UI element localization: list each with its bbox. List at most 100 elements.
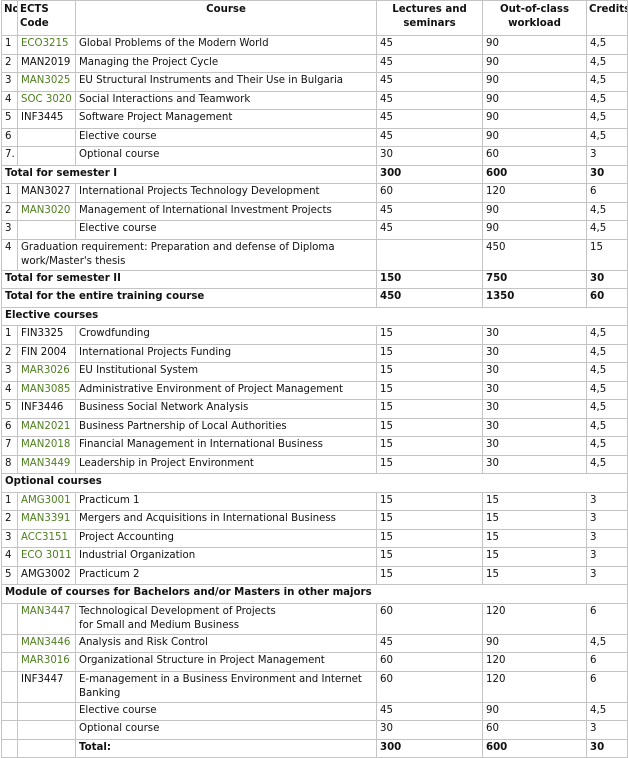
- table-cell: Elective course: [75, 220, 377, 240]
- table-cell: 3: [586, 528, 628, 548]
- table-cell: 90: [482, 220, 587, 240]
- table-cell: 30: [586, 269, 628, 289]
- table-cell: ACC3151: [17, 528, 76, 548]
- table-cell: 60: [376, 602, 483, 635]
- table-row: Total for semester I 300 600 30: [1, 164, 628, 184]
- table-row: 5 INF3446 Business Social Network Analysis…: [1, 399, 628, 419]
- table-cell: [17, 701, 76, 721]
- table-cell: Optional courses: [1, 473, 628, 493]
- table-cell: 120: [482, 183, 587, 203]
- table-cell: 30: [376, 146, 483, 166]
- table-cell: Optional course: [75, 720, 377, 740]
- table-cell: 4,5: [586, 436, 628, 456]
- table-cell: 15: [376, 510, 483, 530]
- table-cell: 15: [482, 547, 587, 567]
- table-cell: 7.: [1, 146, 18, 166]
- table-cell: 6: [586, 652, 628, 672]
- table-cell: International Projects Funding: [75, 343, 377, 363]
- table-cell: 15: [376, 325, 483, 345]
- table-cell: 3: [1, 220, 18, 240]
- table-cell: Business Partnership of Local Authoritie…: [75, 417, 377, 437]
- table-cell: 90: [482, 633, 587, 653]
- table-cell: Analysis and Risk Control: [75, 633, 377, 653]
- table-cell: 30: [482, 343, 587, 363]
- table-row: MAN3446 Analysis and Risk Control 45 90 4,5: [1, 633, 628, 653]
- table-row: 2 MAN3020 Management of International Inve…: [1, 201, 628, 221]
- table-row: 5 AMG3002 Practicum 2 15 15 3: [1, 565, 628, 585]
- table-row: 2 MAN2019 Managing the Project Cycle 45 90 4,…: [1, 53, 628, 73]
- table-cell: EU Structural Instruments and Their Use …: [75, 72, 377, 92]
- table-cell: 45: [376, 201, 483, 221]
- table-cell: Business Social Network Analysis: [75, 399, 377, 419]
- table-cell: 4,5: [586, 417, 628, 437]
- table-body: 1 ECO3215 Global Problems of the Modern Wo…: [1, 35, 628, 758]
- table-cell: Crowdfunding: [75, 325, 377, 345]
- table-cell: 90: [482, 90, 587, 110]
- table-row: 7 MAN2018 Financial Management in Internat…: [1, 436, 628, 456]
- table-cell: 150: [376, 269, 483, 289]
- table-cell: 3: [586, 720, 628, 740]
- table-cell: 15: [376, 399, 483, 419]
- header-cell: Credits: [586, 0, 628, 36]
- table-cell: 2: [1, 201, 18, 221]
- table-row: 3 MAR3026 EU Institutional System 15 30 4,5: [1, 362, 628, 382]
- table-cell: 30: [482, 325, 587, 345]
- table-cell: 60: [586, 288, 628, 308]
- table-row: MAN3447 Technological Development of Proj…: [1, 602, 628, 635]
- table-cell: 15: [482, 510, 587, 530]
- table-cell: Technological Development of Projects fo…: [75, 602, 377, 635]
- table-cell: 600: [482, 164, 587, 184]
- table-cell: Total for the entire training course: [1, 288, 377, 308]
- table-cell: Total for semester II: [1, 269, 377, 289]
- table-cell: 15: [376, 528, 483, 548]
- table-row: 8 MAN3449 Leadership in Project Environmen…: [1, 454, 628, 474]
- table-cell: Mergers and Acquisitions in Internationa…: [75, 510, 377, 530]
- table-cell: 5: [1, 399, 18, 419]
- table-cell: 3: [586, 491, 628, 511]
- table-cell: 4,5: [586, 201, 628, 221]
- table-cell: 4,5: [586, 325, 628, 345]
- table-cell: 6: [1, 417, 18, 437]
- table-cell: 60: [376, 183, 483, 203]
- table-cell: 90: [482, 72, 587, 92]
- table-cell: 30: [482, 399, 587, 419]
- table-cell: INF3446: [17, 399, 76, 419]
- table-cell: 15: [376, 454, 483, 474]
- table-cell: MAR3026: [17, 362, 76, 382]
- table-cell: Software Project Management: [75, 109, 377, 129]
- table-cell: EU Institutional System: [75, 362, 377, 382]
- table-cell: [1, 720, 18, 740]
- table-cell: 4: [1, 547, 18, 567]
- table-row: 7. Optional course 30 60 3: [1, 146, 628, 166]
- table-cell: Financial Management in International Bu…: [75, 436, 377, 456]
- table-cell: 1350: [482, 288, 587, 308]
- table-row: Elective course 45 90 4,5: [1, 701, 628, 721]
- table-row: MAR3016 Organizational Structure in Proje…: [1, 652, 628, 672]
- table-cell: Managing the Project Cycle: [75, 53, 377, 73]
- table-cell: Graduation requirement: Preparation and …: [17, 238, 377, 271]
- table-cell: 15: [376, 547, 483, 567]
- table-cell: 90: [482, 35, 587, 55]
- table-cell: MAN3446: [17, 633, 76, 653]
- table-cell: 60: [482, 720, 587, 740]
- table-cell: Industrial Organization: [75, 547, 377, 567]
- table-row: 4 MAN3085 Administrative Environment of Pr…: [1, 380, 628, 400]
- table-cell: 3: [586, 146, 628, 166]
- table-cell: MAN3447: [17, 602, 76, 635]
- table-cell: 4,5: [586, 220, 628, 240]
- table-cell: 90: [482, 701, 587, 721]
- table-cell: 60: [376, 670, 483, 703]
- table-cell: 45: [376, 109, 483, 129]
- table-cell: Optional course: [75, 146, 377, 166]
- table-row: 5 INF3445 Software Project Management 45 90 4…: [1, 109, 628, 129]
- table-cell: MAN2021: [17, 417, 76, 437]
- table-cell: MAR3016: [17, 652, 76, 672]
- table-row: 2 FIN 2004 International Projects Funding 1…: [1, 343, 628, 363]
- table-cell: 4,5: [586, 399, 628, 419]
- table-cell: [1, 701, 18, 721]
- table-cell: 120: [482, 652, 587, 672]
- table-row: Total: 300 600 30: [1, 738, 628, 758]
- table-row: 6 MAN2021 Business Partnership of Local Au…: [1, 417, 628, 437]
- table-cell: 300: [376, 738, 483, 758]
- table-cell: 3: [1, 72, 18, 92]
